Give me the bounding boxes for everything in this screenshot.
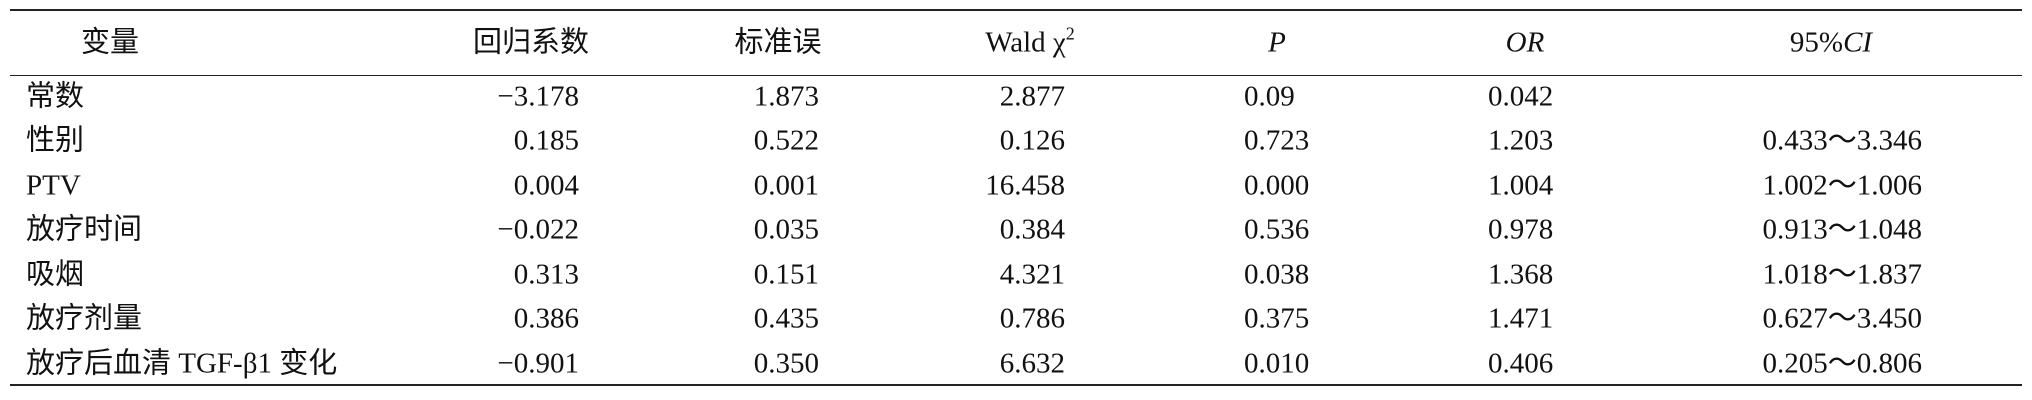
row-label: 放疗后血清 TGF-β1 变化 xyxy=(26,347,338,380)
cell-value: 0.536 xyxy=(1244,213,1310,246)
cell-value: 0.522 xyxy=(753,124,819,157)
cell-value: 0.126 xyxy=(999,124,1065,157)
cell-value: 0.313 xyxy=(513,258,579,291)
cell-value: 0.004 xyxy=(513,169,579,202)
cell-value: 0.09 xyxy=(1244,80,1295,113)
cell-value: 0.010 xyxy=(1244,347,1310,380)
header-cell: 回归系数 xyxy=(472,26,590,59)
cell-value: 0.786 xyxy=(999,302,1065,335)
cell-value: 1.368 xyxy=(1488,258,1554,291)
cell-value: 0.205～0.806 xyxy=(1762,347,1922,380)
row-label: 放疗时间 xyxy=(26,213,143,246)
header-text-part: CI xyxy=(1843,26,1873,59)
row-label: 常数 xyxy=(26,80,85,113)
bottom-rule xyxy=(10,384,2022,386)
cell-value: 0.723 xyxy=(1244,124,1310,157)
cell-value: 0.913～1.048 xyxy=(1762,213,1922,246)
header-cell: Wald χ2 xyxy=(985,25,1075,59)
cell-value: 0.375 xyxy=(1244,302,1310,335)
cell-value: 16.458 xyxy=(985,169,1065,202)
row-label: 吸烟 xyxy=(26,258,85,291)
header-cell: OR xyxy=(1505,26,1545,59)
cell-value: 1.203 xyxy=(1488,124,1554,157)
row-label: PTV xyxy=(26,169,81,202)
cell-value: 0.386 xyxy=(513,302,579,335)
cell-value: 1.018～1.837 xyxy=(1762,258,1922,291)
header-text-part: 2 xyxy=(1065,23,1075,44)
header-text-part: Wald χ xyxy=(985,26,1066,59)
row-label: 性别 xyxy=(26,124,85,157)
cell-value: −0.901 xyxy=(497,347,579,380)
cell-value: 0.151 xyxy=(753,258,819,291)
header-cell: 标准误 xyxy=(734,26,822,59)
header-text-part: 95% xyxy=(1789,26,1844,59)
cell-value: 0.000 xyxy=(1244,169,1310,202)
cell-value: 1.471 xyxy=(1488,302,1554,335)
top-rule xyxy=(10,9,2022,11)
cell-value: 1.873 xyxy=(753,80,819,113)
header-cell: 95%CI xyxy=(1789,26,1873,59)
header-cell: 变量 xyxy=(80,26,140,59)
cell-value: 0.433～3.346 xyxy=(1762,124,1922,157)
cell-value: 0.001 xyxy=(753,169,819,202)
cell-value: 1.004 xyxy=(1488,169,1554,202)
header-rule xyxy=(10,75,2022,76)
cell-value: 0.035 xyxy=(753,213,819,246)
cell-value: 0.038 xyxy=(1244,258,1310,291)
cell-value: 0.185 xyxy=(513,124,579,157)
row-label: 放疗剂量 xyxy=(26,302,143,335)
cell-value: 6.632 xyxy=(999,347,1065,380)
cell-value: 0.435 xyxy=(753,302,819,335)
cell-value: 1.002～1.006 xyxy=(1762,169,1922,202)
header-cell: P xyxy=(1268,26,1286,59)
cell-value: 2.877 xyxy=(999,80,1065,113)
cell-value: 0.350 xyxy=(753,347,819,380)
cell-value: 0.978 xyxy=(1488,213,1554,246)
cell-value: 0.384 xyxy=(999,213,1065,246)
cell-value: 4.321 xyxy=(999,258,1065,291)
cell-value: −3.178 xyxy=(497,80,579,113)
cell-value: −0.022 xyxy=(497,213,579,246)
cell-value: 0.627～3.450 xyxy=(1762,302,1922,335)
cell-value: 0.042 xyxy=(1488,80,1554,113)
cell-value: 0.406 xyxy=(1488,347,1554,380)
